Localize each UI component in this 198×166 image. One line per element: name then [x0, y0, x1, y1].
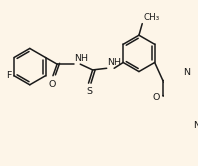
Text: N: N	[183, 68, 190, 77]
Text: CH₃: CH₃	[143, 13, 159, 22]
Text: N: N	[193, 121, 198, 130]
Text: O: O	[152, 93, 160, 102]
Text: O: O	[49, 80, 56, 89]
Text: NH: NH	[74, 54, 89, 63]
Text: NH: NH	[108, 58, 122, 67]
Text: S: S	[86, 87, 92, 96]
Text: F: F	[6, 71, 11, 80]
